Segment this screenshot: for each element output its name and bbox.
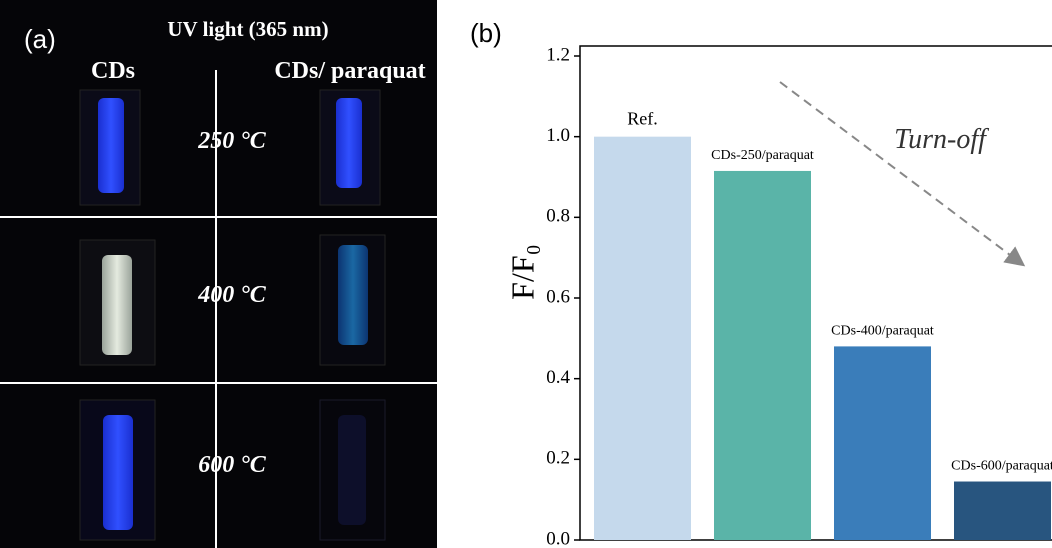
- column-header: CDs: [91, 58, 135, 84]
- bar: [594, 136, 691, 540]
- bar-label: CDs-600/paraquat: [951, 459, 1052, 474]
- column-header: CDs/ paraquat: [274, 58, 425, 84]
- bar-label: Ref.: [627, 109, 658, 129]
- photo-title: UV light (365 nm): [167, 17, 328, 41]
- trend-arrow: [779, 81, 1026, 267]
- panel-label: (b): [470, 18, 502, 48]
- y-tick-label: 1.0: [546, 125, 570, 146]
- y-tick-label: 0.0: [546, 528, 570, 548]
- bar-label: CDs-250/paraquat: [711, 148, 814, 163]
- bar: [834, 346, 931, 540]
- bar-label: CDs-400/paraquat: [831, 323, 934, 338]
- bar: [954, 481, 1051, 540]
- temperature-label: 250 °C: [197, 128, 267, 154]
- plot-frame: [579, 45, 1052, 541]
- annotation: Turn-off: [894, 124, 989, 155]
- y-tick-label: 0.8: [546, 206, 570, 227]
- y-tick-label: 0.2: [546, 448, 570, 469]
- photo-panel: (a) UV light (365 nm) CDs CDs/ paraquat …: [0, 0, 437, 548]
- y-axis-label: F/F₀: [504, 244, 540, 300]
- bar: [714, 170, 811, 540]
- panel-label: (a): [24, 24, 56, 54]
- y-tick-label: 0.4: [546, 367, 570, 388]
- temperature-label: 600 °C: [198, 452, 267, 478]
- temperature-label: 400 °C: [197, 282, 267, 308]
- y-tick-label: 0.6: [546, 286, 570, 307]
- y-tick-label: 1.2: [546, 44, 570, 65]
